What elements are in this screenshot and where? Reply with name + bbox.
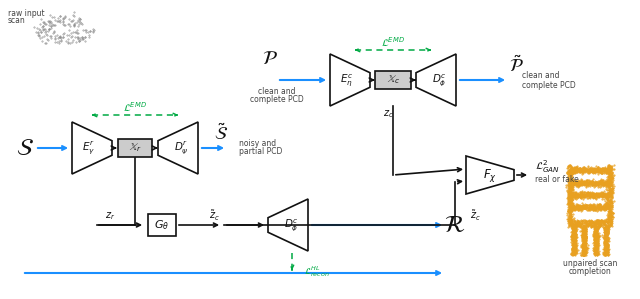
- Text: $\mathcal{R}$: $\mathcal{R}$: [444, 213, 466, 237]
- Text: complete PCD: complete PCD: [250, 94, 304, 103]
- Text: $\mathcal{S}$: $\mathcal{S}$: [16, 136, 34, 160]
- Polygon shape: [330, 54, 370, 106]
- Text: scan: scan: [8, 16, 26, 25]
- FancyBboxPatch shape: [118, 139, 152, 157]
- Text: clean and: clean and: [522, 71, 559, 80]
- Text: $\tilde{z}_c$: $\tilde{z}_c$: [209, 209, 220, 223]
- Text: $D^c_\phi$: $D^c_\phi$: [431, 72, 446, 88]
- Polygon shape: [158, 122, 198, 174]
- Text: $F_\chi$: $F_\chi$: [483, 167, 497, 184]
- Text: noisy and: noisy and: [239, 140, 276, 149]
- Polygon shape: [416, 54, 456, 106]
- Text: $\tilde{z}_c$: $\tilde{z}_c$: [470, 209, 481, 223]
- Text: complete PCD: complete PCD: [522, 80, 576, 89]
- Text: $\tilde{\mathcal{S}}$: $\tilde{\mathcal{S}}$: [214, 124, 228, 144]
- Text: $D^r_\psi$: $D^r_\psi$: [173, 140, 188, 156]
- Polygon shape: [466, 156, 514, 194]
- Text: completion: completion: [568, 266, 611, 275]
- Text: $D^c_\phi$: $D^c_\phi$: [284, 217, 298, 233]
- Text: $\mathcal{L}^{EMD}$: $\mathcal{L}^{EMD}$: [381, 35, 405, 49]
- Text: $E^r_\gamma$: $E^r_\gamma$: [83, 140, 95, 156]
- Text: unpaired scan: unpaired scan: [563, 259, 617, 268]
- FancyBboxPatch shape: [375, 71, 411, 89]
- FancyBboxPatch shape: [148, 214, 176, 236]
- Text: $G_\theta$: $G_\theta$: [154, 218, 170, 232]
- Text: $z_c$: $z_c$: [383, 108, 394, 120]
- Text: $\mathcal{L}^{EMD}$: $\mathcal{L}^{EMD}$: [123, 100, 147, 114]
- Text: $\mathcal{L}^{HL}_{recon}$: $\mathcal{L}^{HL}_{recon}$: [304, 265, 330, 280]
- Text: $\mathcal{L}^2_{GAN}$: $\mathcal{L}^2_{GAN}$: [535, 158, 560, 176]
- Text: $\mathbb{X}_c$: $\mathbb{X}_c$: [387, 74, 399, 86]
- Text: clean and: clean and: [259, 86, 296, 95]
- Text: raw input: raw input: [8, 9, 45, 18]
- Text: $z_r$: $z_r$: [105, 210, 115, 222]
- Polygon shape: [268, 199, 308, 251]
- Text: $\mathcal{P}$: $\mathcal{P}$: [262, 48, 278, 68]
- Text: $\mathbb{X}_r$: $\mathbb{X}_r$: [129, 142, 141, 154]
- Text: partial PCD: partial PCD: [239, 147, 282, 156]
- Text: $\tilde{\mathcal{P}}$: $\tilde{\mathcal{P}}$: [509, 56, 524, 76]
- Polygon shape: [72, 122, 112, 174]
- Text: $E^c_\eta$: $E^c_\eta$: [340, 72, 354, 88]
- Text: real or fake: real or fake: [535, 175, 579, 184]
